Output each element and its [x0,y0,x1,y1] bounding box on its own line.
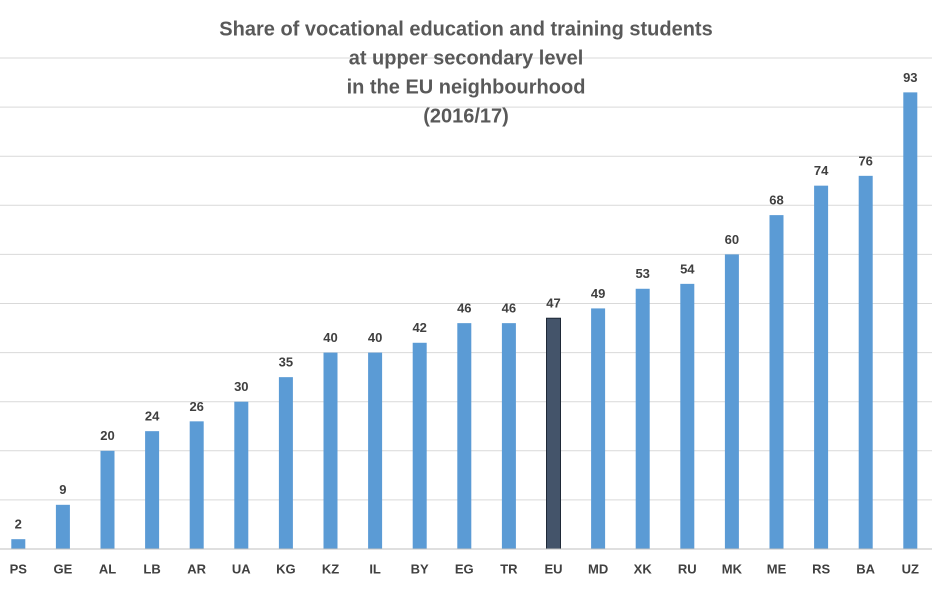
data-label: 47 [546,296,560,311]
x-tick-label: MD [588,561,608,576]
chart-title: Share of vocational education and traini… [219,18,712,40]
bar [323,352,338,549]
data-label: 40 [368,330,382,345]
data-label: 35 [279,355,293,370]
data-label: 68 [769,193,783,208]
bar [591,308,606,549]
data-label: 40 [323,330,337,345]
x-tick-label: GE [54,561,73,576]
data-label: 74 [814,163,829,178]
data-label: 54 [680,261,695,276]
chart-title: in the EU neighbourhood [347,76,586,98]
chart-title: at upper secondary level [349,47,584,69]
data-label: 9 [59,482,66,497]
bar [457,323,472,549]
x-tick-label: AL [99,561,116,576]
bar [546,317,561,550]
bar [680,283,695,549]
x-tick-label: UZ [902,561,919,576]
data-label: 60 [725,232,739,247]
data-label: 93 [903,70,917,85]
bar [234,401,249,549]
bar [769,215,784,549]
x-tick-label: UA [232,561,251,576]
x-tick-label: BY [411,561,429,576]
x-tick-label: RS [812,561,830,576]
x-tick-label: MK [722,561,743,576]
bar [814,185,829,549]
chart-title: (2016/17) [423,105,509,127]
data-label: 76 [858,153,872,168]
bar [724,254,739,549]
x-tick-label: KZ [322,561,339,576]
x-tick-label: KG [276,561,296,576]
x-tick-label: TR [500,561,518,576]
x-tick-label: EG [455,561,474,576]
x-tick-label: RU [678,561,697,576]
x-tick-label: XK [634,561,653,576]
data-label: 46 [502,301,516,316]
x-tick-label: BA [856,561,875,576]
bar [100,450,115,549]
data-label: 24 [145,409,160,424]
x-tick-label: EU [544,561,562,576]
bar [635,288,650,549]
bar [55,504,70,549]
bar [412,342,427,549]
data-label: 2 [15,517,22,532]
data-label: 30 [234,379,248,394]
data-label: 53 [635,266,649,281]
bar [189,421,204,549]
bar [368,352,383,549]
bar [145,431,160,549]
bar [278,377,293,549]
x-tick-label: AR [187,561,206,576]
x-tick-label: PS [10,561,28,576]
x-tick-label: IL [369,561,381,576]
bar [903,92,918,550]
data-label: 26 [189,399,203,414]
bar [501,323,516,549]
data-label: 49 [591,286,605,301]
bar [858,175,873,549]
bar [11,539,26,549]
x-tick-label: LB [143,561,160,576]
data-label: 42 [412,320,426,335]
x-tick-label: ME [767,561,787,576]
data-label: 46 [457,301,471,316]
data-label: 20 [100,428,114,443]
